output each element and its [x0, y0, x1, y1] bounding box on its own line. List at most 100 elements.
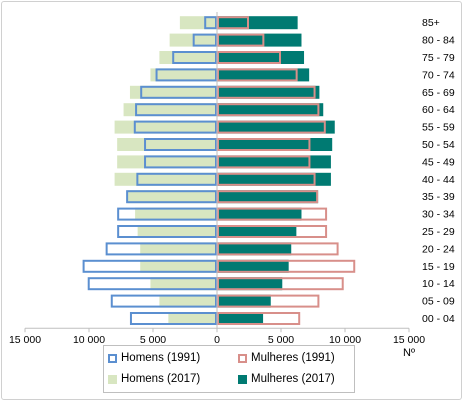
- bar-homens-1991: [117, 207, 217, 221]
- bar-mulheres-1991: [217, 33, 265, 47]
- bar-homens-1991: [129, 312, 218, 325]
- bar-homens-2017: [179, 16, 217, 30]
- x-tick-label: 10 000: [73, 334, 105, 346]
- bar-homens-1991: [110, 294, 217, 308]
- bar-mulheres-2017: [217, 242, 292, 256]
- bar-homens-1991: [140, 85, 217, 99]
- bar-homens-2017: [159, 294, 217, 308]
- category-label: 75 - 79: [422, 52, 455, 64]
- bar-mulheres-1991: [217, 138, 311, 151]
- bar-mulheres-2017: [217, 277, 283, 291]
- bar-homens-1991: [144, 155, 217, 169]
- category-label: 50 - 54: [422, 139, 455, 151]
- category-label: 30 - 34: [422, 209, 455, 221]
- legend-label-mulheres-2017: Mulheres (2017): [251, 373, 335, 385]
- bar-mulheres-2017: [217, 294, 271, 308]
- category-label: 25 - 29: [422, 226, 455, 238]
- legend-swatch-homens-1991: [108, 353, 117, 363]
- legend-item-mulheres-1991: Mulheres (1991): [238, 352, 335, 364]
- bar-mulheres-2017: [217, 155, 331, 169]
- bar-mulheres-1991: [217, 242, 339, 256]
- bar-mulheres-2017: [217, 225, 297, 238]
- legend-item-homens-2017: Homens (2017): [108, 373, 200, 385]
- chart-legend: Homens (1991) Mulheres (1991) Homens (20…: [103, 345, 355, 393]
- bar-homens-1991: [192, 33, 217, 47]
- bar-mulheres-2017: [217, 68, 310, 82]
- bar-mulheres-2017: [217, 138, 333, 151]
- category-label: 45 - 49: [422, 156, 455, 168]
- bar-homens-1991: [135, 103, 217, 117]
- bar-mulheres-2017: [217, 51, 305, 64]
- bar-homens-1991: [87, 277, 217, 291]
- legend-swatch-mulheres-2017: [238, 374, 247, 384]
- bar-homens-2017: [114, 172, 217, 186]
- category-label: 80 - 84: [422, 35, 455, 47]
- bar-mulheres-1991: [217, 207, 328, 221]
- bar-mulheres-2017: [217, 33, 302, 47]
- bar-homens-1991: [136, 172, 217, 186]
- category-label: 35 - 39: [422, 191, 455, 203]
- x-tick-label: 15 000: [9, 334, 41, 346]
- bar-homens-1991: [126, 190, 217, 204]
- legend-item-mulheres-2017: Mulheres (2017): [238, 373, 335, 385]
- bar-mulheres-1991: [217, 155, 311, 169]
- legend-label-mulheres-1991: Mulheres (1991): [251, 352, 335, 364]
- bar-mulheres-1991: [217, 225, 328, 238]
- bar-homens-2017: [117, 155, 217, 169]
- category-label: 85+: [422, 17, 440, 29]
- bar-homens-1991: [144, 138, 217, 151]
- bar-homens-1991: [117, 225, 217, 238]
- bar-mulheres-1991: [217, 190, 319, 204]
- bar-homens-2017: [137, 225, 217, 238]
- bar-mulheres-2017: [217, 312, 264, 325]
- bar-mulheres-1991: [217, 16, 249, 30]
- bar-mulheres-2017: [217, 190, 319, 204]
- x-tick-label: 10 000: [329, 334, 361, 346]
- bar-mulheres-1991: [217, 259, 356, 273]
- bar-homens-2017: [140, 259, 217, 273]
- bar-mulheres-2017: [217, 120, 335, 134]
- bar-homens-2017: [117, 138, 217, 151]
- bar-homens-1991: [133, 120, 217, 134]
- bar-mulheres-2017: [217, 16, 298, 30]
- bar-mulheres-1991: [217, 172, 316, 186]
- legend-swatch-homens-2017: [108, 374, 117, 384]
- bar-mulheres-2017: [217, 172, 331, 186]
- bar-homens-1991: [155, 68, 217, 82]
- bar-mulheres-1991: [217, 51, 281, 64]
- x-tick-label: 5 000: [140, 334, 166, 346]
- bar-homens-2017: [140, 242, 217, 256]
- category-label: 70 - 74: [422, 69, 455, 81]
- bar-homens-1991: [204, 16, 217, 30]
- bar-homens-1991: [172, 51, 217, 64]
- legend-label-homens-1991: Homens (1991): [121, 352, 201, 364]
- bar-homens-2017: [127, 190, 217, 204]
- bar-homens-2017: [135, 207, 217, 221]
- x-tick-label: 15 000: [393, 334, 425, 346]
- category-label: 40 - 44: [422, 174, 455, 186]
- bar-homens-2017: [150, 68, 217, 82]
- x-tick-label: 5 000: [268, 334, 294, 346]
- bar-mulheres-2017: [217, 103, 324, 117]
- category-label: 15 - 19: [422, 261, 455, 273]
- bar-mulheres-2017: [217, 207, 302, 221]
- bar-mulheres-1991: [217, 68, 298, 82]
- bar-homens-1991: [105, 242, 217, 256]
- category-label: 60 - 64: [422, 104, 455, 116]
- bar-homens-2017: [168, 312, 217, 325]
- bar-mulheres-1991: [217, 120, 326, 134]
- bar-mulheres-1991: [217, 294, 320, 308]
- bar-homens-1991: [82, 259, 217, 273]
- category-label: 55 - 59: [422, 122, 455, 134]
- bar-mulheres-1991: [217, 312, 301, 325]
- bar-homens-2017: [114, 120, 217, 134]
- bar-homens-2017: [150, 277, 217, 291]
- x-tick-label: 0: [214, 334, 220, 346]
- bar-homens-2017: [123, 103, 217, 117]
- legend-item-homens-1991: Homens (1991): [108, 352, 200, 364]
- bar-mulheres-1991: [217, 85, 316, 99]
- category-label: 65 - 69: [422, 87, 455, 99]
- legend-label-homens-2017: Homens (2017): [121, 373, 201, 385]
- bar-mulheres-1991: [217, 277, 344, 291]
